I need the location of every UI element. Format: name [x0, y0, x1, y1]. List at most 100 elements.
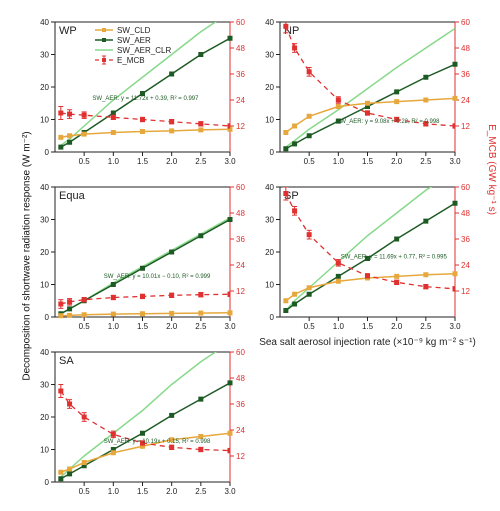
svg-text:1.5: 1.5 — [362, 322, 374, 331]
svg-text:2.0: 2.0 — [166, 487, 178, 496]
svg-text:60: 60 — [236, 348, 245, 357]
svg-text:20: 20 — [40, 413, 49, 422]
svg-text:12: 12 — [236, 287, 245, 296]
svg-text:3.0: 3.0 — [224, 157, 236, 166]
svg-text:48: 48 — [236, 44, 245, 53]
svg-text:SW_AER: y = 11.72x + 0.39, R²: SW_AER: y = 11.72x + 0.39, R² = 0.997 — [92, 96, 199, 102]
svg-text:48: 48 — [236, 374, 245, 383]
svg-text:12: 12 — [461, 287, 470, 296]
svg-text:60: 60 — [236, 18, 245, 27]
svg-text:2.5: 2.5 — [420, 157, 432, 166]
svg-text:10: 10 — [40, 281, 49, 290]
svg-text:24: 24 — [236, 261, 245, 270]
svg-text:0.5: 0.5 — [304, 157, 316, 166]
svg-text:12: 12 — [236, 122, 245, 131]
svg-text:40: 40 — [40, 183, 49, 192]
svg-text:60: 60 — [461, 18, 470, 27]
svg-text:0: 0 — [45, 313, 50, 322]
svg-text:E_MCB: E_MCB — [117, 56, 145, 65]
svg-text:SW_AER: y = 10.01x − 0.10, R²: SW_AER: y = 10.01x − 0.10, R² = 0.999 — [104, 274, 211, 280]
svg-text:1.5: 1.5 — [137, 322, 149, 331]
svg-text:30: 30 — [265, 216, 274, 225]
svg-text:20: 20 — [40, 83, 49, 92]
svg-text:SW_AER: y = 11.69x + 0.77, R²: SW_AER: y = 11.69x + 0.77, R² = 0.995 — [341, 255, 448, 261]
svg-text:60: 60 — [461, 183, 470, 192]
svg-text:SW_CLD: SW_CLD — [117, 26, 151, 35]
outer-xlabel: Sea salt aerosol injection rate (×10⁻⁹ k… — [259, 337, 476, 348]
svg-text:0: 0 — [270, 313, 275, 322]
svg-text:2.0: 2.0 — [166, 322, 178, 331]
svg-text:36: 36 — [236, 235, 245, 244]
outer-ylabel-right: E_MCB (GW kg⁻¹ s) — [486, 124, 497, 215]
svg-text:1.5: 1.5 — [137, 157, 149, 166]
svg-text:24: 24 — [236, 96, 245, 105]
svg-text:30: 30 — [40, 381, 49, 390]
svg-text:0.5: 0.5 — [79, 322, 91, 331]
svg-text:0.5: 0.5 — [304, 322, 316, 331]
svg-text:3.0: 3.0 — [449, 157, 461, 166]
svg-text:1.0: 1.0 — [108, 322, 120, 331]
svg-text:48: 48 — [236, 209, 245, 218]
svg-text:10: 10 — [40, 446, 49, 455]
svg-text:24: 24 — [236, 426, 245, 435]
svg-text:3.0: 3.0 — [449, 322, 461, 331]
svg-text:40: 40 — [40, 18, 49, 27]
svg-text:2.5: 2.5 — [195, 322, 207, 331]
svg-text:24: 24 — [461, 261, 470, 270]
svg-text:2.5: 2.5 — [195, 487, 207, 496]
svg-text:2.0: 2.0 — [391, 157, 403, 166]
svg-text:36: 36 — [461, 70, 470, 79]
svg-text:12: 12 — [236, 452, 245, 461]
svg-text:1.5: 1.5 — [362, 157, 374, 166]
svg-text:0: 0 — [45, 148, 50, 157]
panel-NP: 0.51.01.52.02.53.00102030401224364860NPS… — [265, 18, 470, 166]
svg-text:36: 36 — [236, 70, 245, 79]
svg-text:10: 10 — [265, 116, 274, 125]
svg-text:2.0: 2.0 — [166, 157, 178, 166]
panel-Equa: 0.5 1.0 1.5 2.0 2.5 3.0 0 10 20 30 40 12 24 36 48 60 Equ… — [40, 183, 245, 331]
svg-text:10: 10 — [265, 281, 274, 290]
svg-text:30: 30 — [40, 216, 49, 225]
panel-SA: 0.5 1.0 1.5 2.0 2.5 3.0 0 10 20 30 40 12 24 36 48 60 SA S… — [40, 342, 245, 496]
panel-WP: 0.51.01.52.02.53.00102030401224364860WPS… — [40, 12, 245, 166]
svg-text:30: 30 — [40, 51, 49, 60]
svg-text:SW_AER: SW_AER — [117, 36, 151, 45]
panel-title: Equa — [59, 190, 86, 202]
svg-text:36: 36 — [236, 400, 245, 409]
svg-text:20: 20 — [265, 83, 274, 92]
svg-text:40: 40 — [265, 183, 274, 192]
svg-text:12: 12 — [461, 122, 470, 131]
svg-text:SW_AER_CLR: SW_AER_CLR — [117, 46, 171, 55]
svg-text:0: 0 — [45, 478, 50, 487]
legend: SW_CLDSW_AERSW_AER_CLRE_MCB — [95, 26, 171, 65]
svg-text:2.5: 2.5 — [195, 157, 207, 166]
outer-ylabel-left: Decomposition of shortwave radiation res… — [21, 131, 32, 380]
svg-text:1.0: 1.0 — [333, 157, 345, 166]
svg-text:60: 60 — [236, 183, 245, 192]
svg-text:SW_AER: y = 10.19x + 0.15, R²: SW_AER: y = 10.19x + 0.15, R² = 0.998 — [104, 439, 211, 445]
svg-text:40: 40 — [40, 348, 49, 357]
svg-text:40: 40 — [265, 18, 274, 27]
svg-text:1.0: 1.0 — [108, 487, 120, 496]
svg-text:36: 36 — [461, 235, 470, 244]
svg-text:30: 30 — [265, 51, 274, 60]
svg-text:1.5: 1.5 — [137, 487, 149, 496]
panel-title: WP — [59, 25, 77, 37]
svg-text:20: 20 — [40, 248, 49, 257]
svg-text:SW_AER: y = 9.08x + 0.22, R² =: SW_AER: y = 9.08x + 0.22, R² = 0.998 — [336, 119, 440, 125]
panel-title: SA — [59, 355, 74, 367]
panel-SP: 0.51.01.52.02.53.00102030401224364860SPS… — [265, 171, 470, 331]
chart-grid: 0.5 1.0 1.5 2.0 2.5 3.0 0 10 20 30 40 12 24 36 48 60 WP S… — [0, 0, 500, 511]
svg-text:2.5: 2.5 — [420, 322, 432, 331]
svg-text:3.0: 3.0 — [224, 487, 236, 496]
svg-text:2.0: 2.0 — [391, 322, 403, 331]
svg-text:24: 24 — [461, 96, 470, 105]
svg-text:48: 48 — [461, 209, 470, 218]
svg-text:48: 48 — [461, 44, 470, 53]
svg-text:0: 0 — [270, 148, 275, 157]
svg-text:1.0: 1.0 — [333, 322, 345, 331]
svg-text:20: 20 — [265, 248, 274, 257]
svg-text:3.0: 3.0 — [224, 322, 236, 331]
svg-text:1.0: 1.0 — [108, 157, 120, 166]
svg-text:0.5: 0.5 — [79, 487, 91, 496]
